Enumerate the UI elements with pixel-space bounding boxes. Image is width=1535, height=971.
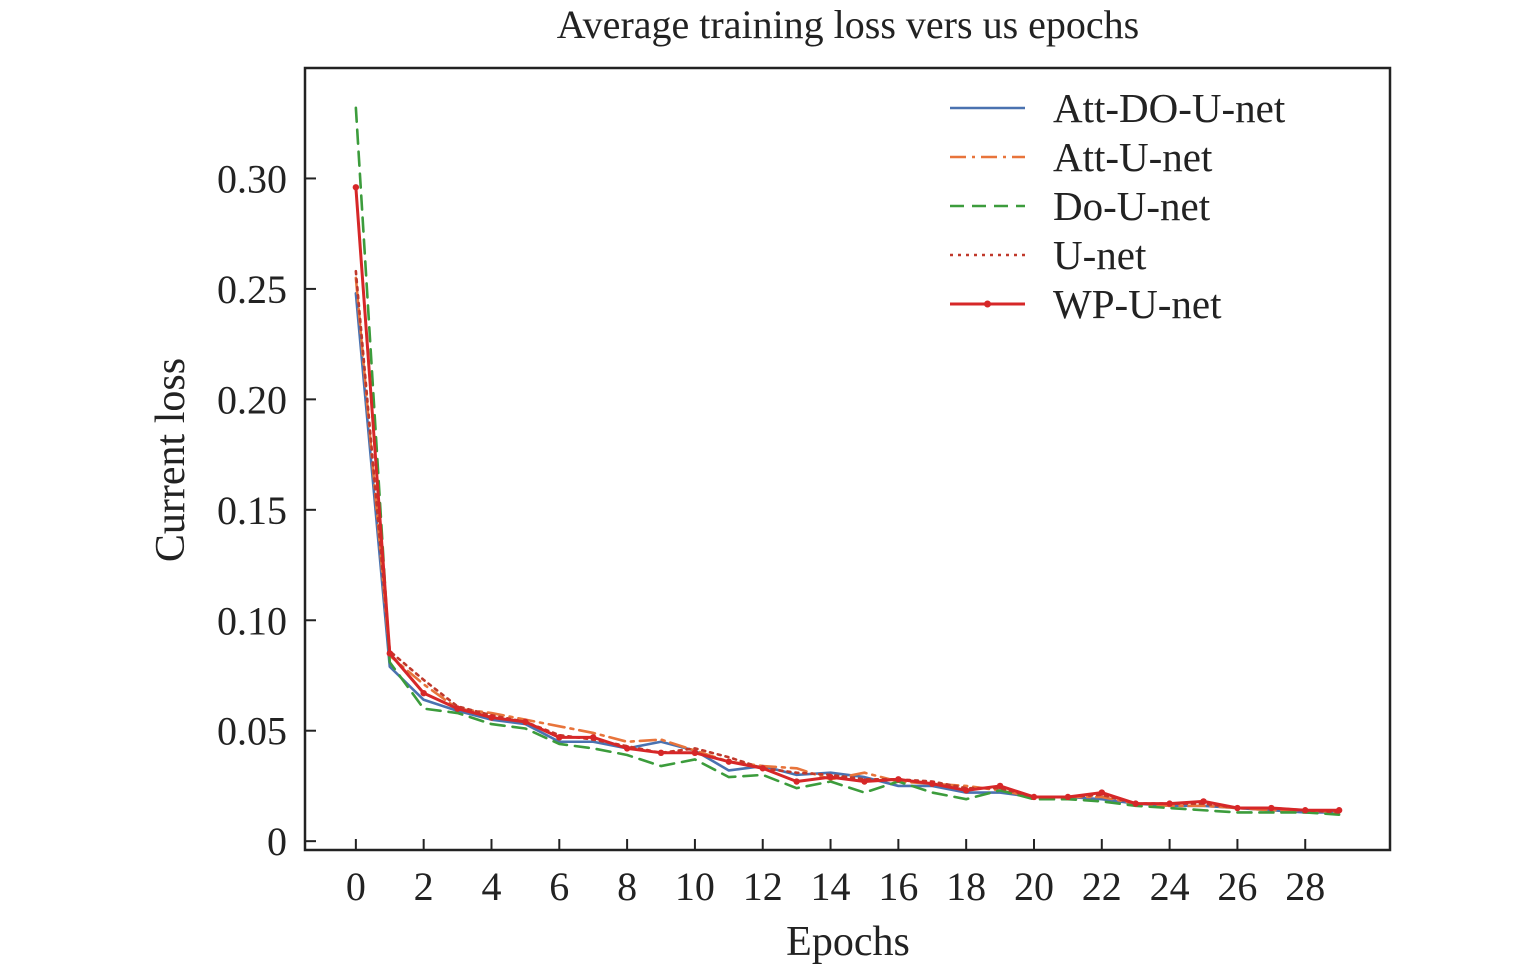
legend-label: Att-U-net xyxy=(1053,134,1213,180)
series-point xyxy=(1030,793,1038,801)
series-point xyxy=(827,773,834,781)
series-point xyxy=(522,718,529,726)
x-tick-label: 2 xyxy=(414,864,434,909)
series-point xyxy=(1166,800,1173,807)
x-tick-label: 10 xyxy=(675,864,715,909)
x-tick-label: 12 xyxy=(743,864,783,909)
series-point xyxy=(895,776,902,783)
y-tick-label: 0.30 xyxy=(217,156,287,201)
plot-frame xyxy=(303,66,1392,852)
legend-label: U-net xyxy=(1053,232,1147,278)
x-tick-label: 4 xyxy=(481,864,501,909)
series-point xyxy=(420,689,427,697)
series-line-u-net xyxy=(354,269,1341,814)
series-line-att-do-u-net xyxy=(354,292,1341,814)
series-point xyxy=(1268,804,1275,812)
x-axis-label: Epochs xyxy=(786,919,910,965)
x-tick-label: 24 xyxy=(1150,864,1190,909)
chart-title: Average training loss vers us epochs xyxy=(557,2,1139,47)
legend: Att-DO-U-netAtt-U-netDo-U-netU-netWP-U-n… xyxy=(950,85,1286,327)
legend-label: WP-U-net xyxy=(1053,281,1222,327)
series-point xyxy=(1200,798,1207,805)
y-tick-label: 0.05 xyxy=(217,709,287,754)
series-point xyxy=(929,780,936,787)
y-axis: 0 0.05 0.10 0.15 0.20 0.25 0.30 xyxy=(217,156,316,864)
series-point xyxy=(590,734,597,741)
series-line-wp-u-net xyxy=(354,185,1341,812)
y-tick-label: 0.20 xyxy=(217,377,287,422)
y-axis-label: Current loss xyxy=(148,358,194,562)
series-point xyxy=(1064,793,1072,801)
x-tick-label: 14 xyxy=(811,864,851,909)
series-point xyxy=(691,749,699,757)
series-point xyxy=(759,765,766,772)
x-tick-label: 16 xyxy=(878,864,918,909)
series-point xyxy=(386,650,393,657)
y-tick-label: 0 xyxy=(267,819,287,864)
x-tick-label: 6 xyxy=(549,864,569,909)
series-line-att-u-net xyxy=(354,276,1341,814)
x-tick-label: 26 xyxy=(1217,864,1257,909)
series-point xyxy=(1302,807,1309,814)
x-tick-label: 28 xyxy=(1285,864,1325,909)
series-point xyxy=(556,734,563,741)
y-tick-label: 0.10 xyxy=(217,598,287,643)
x-tick-label: 0 xyxy=(346,864,366,909)
series-point xyxy=(1335,807,1343,814)
series-point xyxy=(962,787,970,794)
x-tick-label: 22 xyxy=(1082,864,1122,909)
series-point xyxy=(657,749,665,757)
legend-label: Att-DO-U-net xyxy=(1053,85,1286,131)
series-line-do-u-net xyxy=(354,106,1341,816)
series-point xyxy=(1132,800,1139,807)
series-point xyxy=(488,714,495,721)
series-point xyxy=(1098,789,1105,796)
legend-label: Do-U-net xyxy=(1053,183,1211,229)
series-point xyxy=(725,758,733,765)
series-point xyxy=(623,745,631,752)
series-point xyxy=(1234,804,1241,812)
series-point xyxy=(996,782,1004,790)
x-tick-label: 18 xyxy=(946,864,986,909)
series-point xyxy=(861,778,868,785)
y-tick-label: 0.25 xyxy=(217,267,287,312)
legend-marker xyxy=(984,300,991,308)
y-tick-label: 0.15 xyxy=(217,488,287,533)
series-point xyxy=(454,705,461,712)
x-tick-label: 20 xyxy=(1014,864,1054,909)
x-axis: 0 2 4 6 8 10 12 14 16 18 20 22 24 26 28 xyxy=(346,839,1325,909)
series-point xyxy=(352,184,360,191)
series-point xyxy=(793,778,800,785)
x-tick-label: 8 xyxy=(617,864,637,909)
